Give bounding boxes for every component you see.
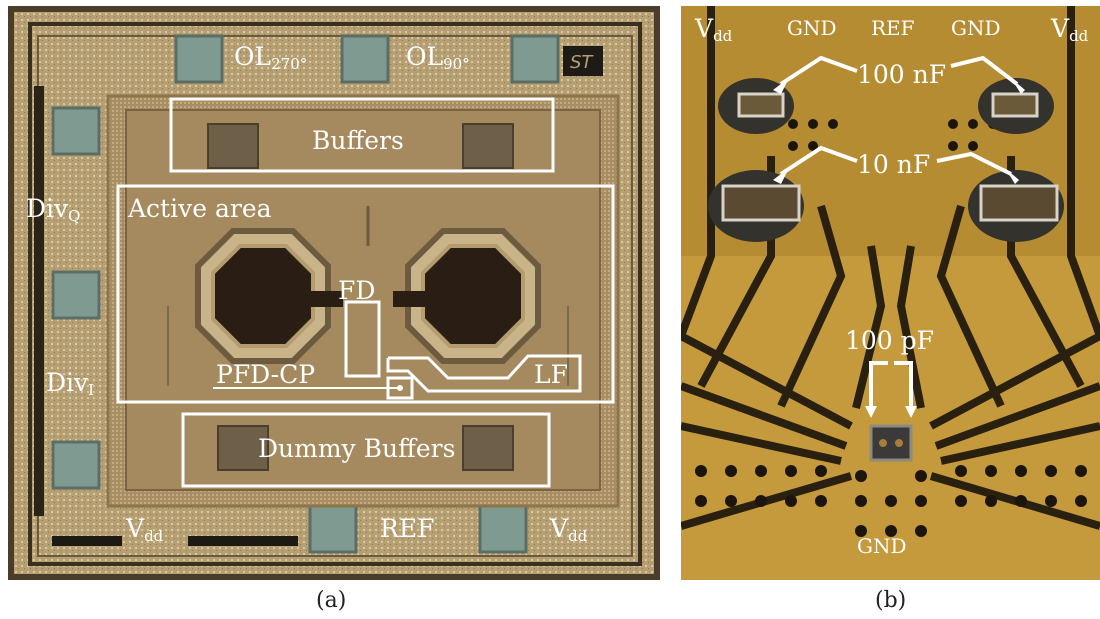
label-vdd-left: Vdd — [695, 14, 733, 45]
label-pfd-cp: PFD-CP — [216, 360, 316, 389]
chip-die-illustration: ST — [8, 6, 660, 580]
svg-text:ST: ST — [570, 52, 594, 73]
lf-box — [386, 354, 582, 393]
label-divq: DivQ — [26, 194, 81, 225]
capacitor-10nf-right — [968, 170, 1064, 242]
chip-die — [869, 424, 913, 462]
label-gnd-bottom: GND — [857, 534, 907, 558]
dummy-buffers-box — [181, 412, 551, 488]
buffers-box — [169, 97, 555, 173]
label-active-area: Active area — [128, 194, 272, 223]
active-area-box — [116, 184, 615, 404]
capacitor-100nf-left — [718, 78, 794, 134]
label-vdd-right: Vdd — [550, 514, 588, 545]
caption-a: (a) — [316, 588, 347, 613]
caption-b: (b) — [875, 588, 907, 613]
label-ref: REF — [871, 16, 915, 40]
capacitor-100nf-right — [978, 78, 1054, 134]
label-gnd-right: GND — [951, 16, 1001, 40]
label-10nf: 10 nF — [857, 150, 931, 179]
label-lf: LF — [534, 360, 568, 389]
capacitor-10nf-left — [708, 170, 804, 242]
label-100nf: 100 nF — [857, 60, 947, 89]
pad-row-top — [174, 34, 560, 84]
vias — [695, 119, 1087, 537]
label-ref: REF — [380, 514, 435, 543]
pcb-illustration — [681, 6, 1100, 580]
annotation-boxes — [116, 97, 615, 488]
label-100pf: 100 pF — [845, 326, 935, 355]
label-vdd-left: Vdd — [126, 514, 164, 545]
label-dummy-buffers: Dummy Buffers — [258, 434, 456, 463]
label-fd: FD — [338, 276, 376, 305]
label-buffers: Buffers — [312, 126, 404, 155]
label-ol270: OL270° — [234, 42, 308, 73]
fd-box — [344, 300, 381, 378]
arrows — [779, 55, 1019, 408]
inductor-left — [195, 228, 343, 364]
label-divi: DivI — [46, 368, 95, 399]
label-gnd-left: GND — [787, 16, 837, 40]
label-vdd-right: Vdd — [1051, 14, 1089, 45]
pad-row-bottom — [308, 504, 528, 554]
pad-row-left — [51, 106, 101, 490]
inductor-right — [393, 228, 541, 364]
pcb-photo-panel: Vdd GND REF GND Vdd 100 nF 10 nF 100 pF … — [681, 6, 1100, 580]
chip-micrograph-panel: ST — [8, 6, 660, 580]
label-ol90: OL90° — [406, 42, 470, 73]
